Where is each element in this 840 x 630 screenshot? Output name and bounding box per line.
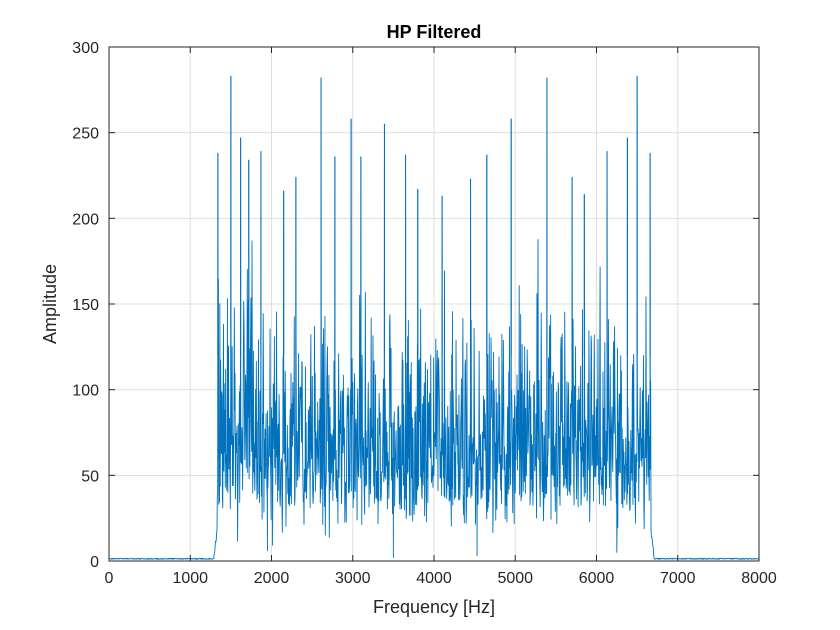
y-tick-label: 100 bbox=[72, 383, 99, 400]
x-tick-label: 7000 bbox=[660, 570, 696, 587]
y-tick-label: 0 bbox=[90, 554, 99, 571]
x-tick-label: 8000 bbox=[741, 570, 777, 587]
x-tick-label: 0 bbox=[105, 570, 114, 587]
y-axis-label: Amplitude bbox=[40, 264, 60, 344]
x-tick-label: 4000 bbox=[416, 570, 452, 587]
x-tick-label: 2000 bbox=[254, 570, 290, 587]
y-tick-label: 300 bbox=[72, 40, 99, 57]
x-tick-label: 3000 bbox=[335, 570, 371, 587]
x-tick-label: 1000 bbox=[172, 570, 208, 587]
chart-title: HP Filtered bbox=[387, 22, 482, 42]
x-axis-label: Frequency [Hz] bbox=[373, 597, 495, 617]
y-tick-label: 50 bbox=[81, 468, 99, 485]
y-tick-label: 200 bbox=[72, 211, 99, 228]
axis-ticks: 0 1000 2000 3000 4000 5000 6000 7000 8000 0 50 100 1… bbox=[72, 40, 777, 587]
x-tick-label: 6000 bbox=[579, 570, 615, 587]
y-tick-label: 150 bbox=[72, 297, 99, 314]
series-line bbox=[108, 75, 760, 560]
x-tick-label: 5000 bbox=[497, 570, 533, 587]
y-tick-label: 250 bbox=[72, 126, 99, 143]
series-path bbox=[108, 75, 760, 560]
